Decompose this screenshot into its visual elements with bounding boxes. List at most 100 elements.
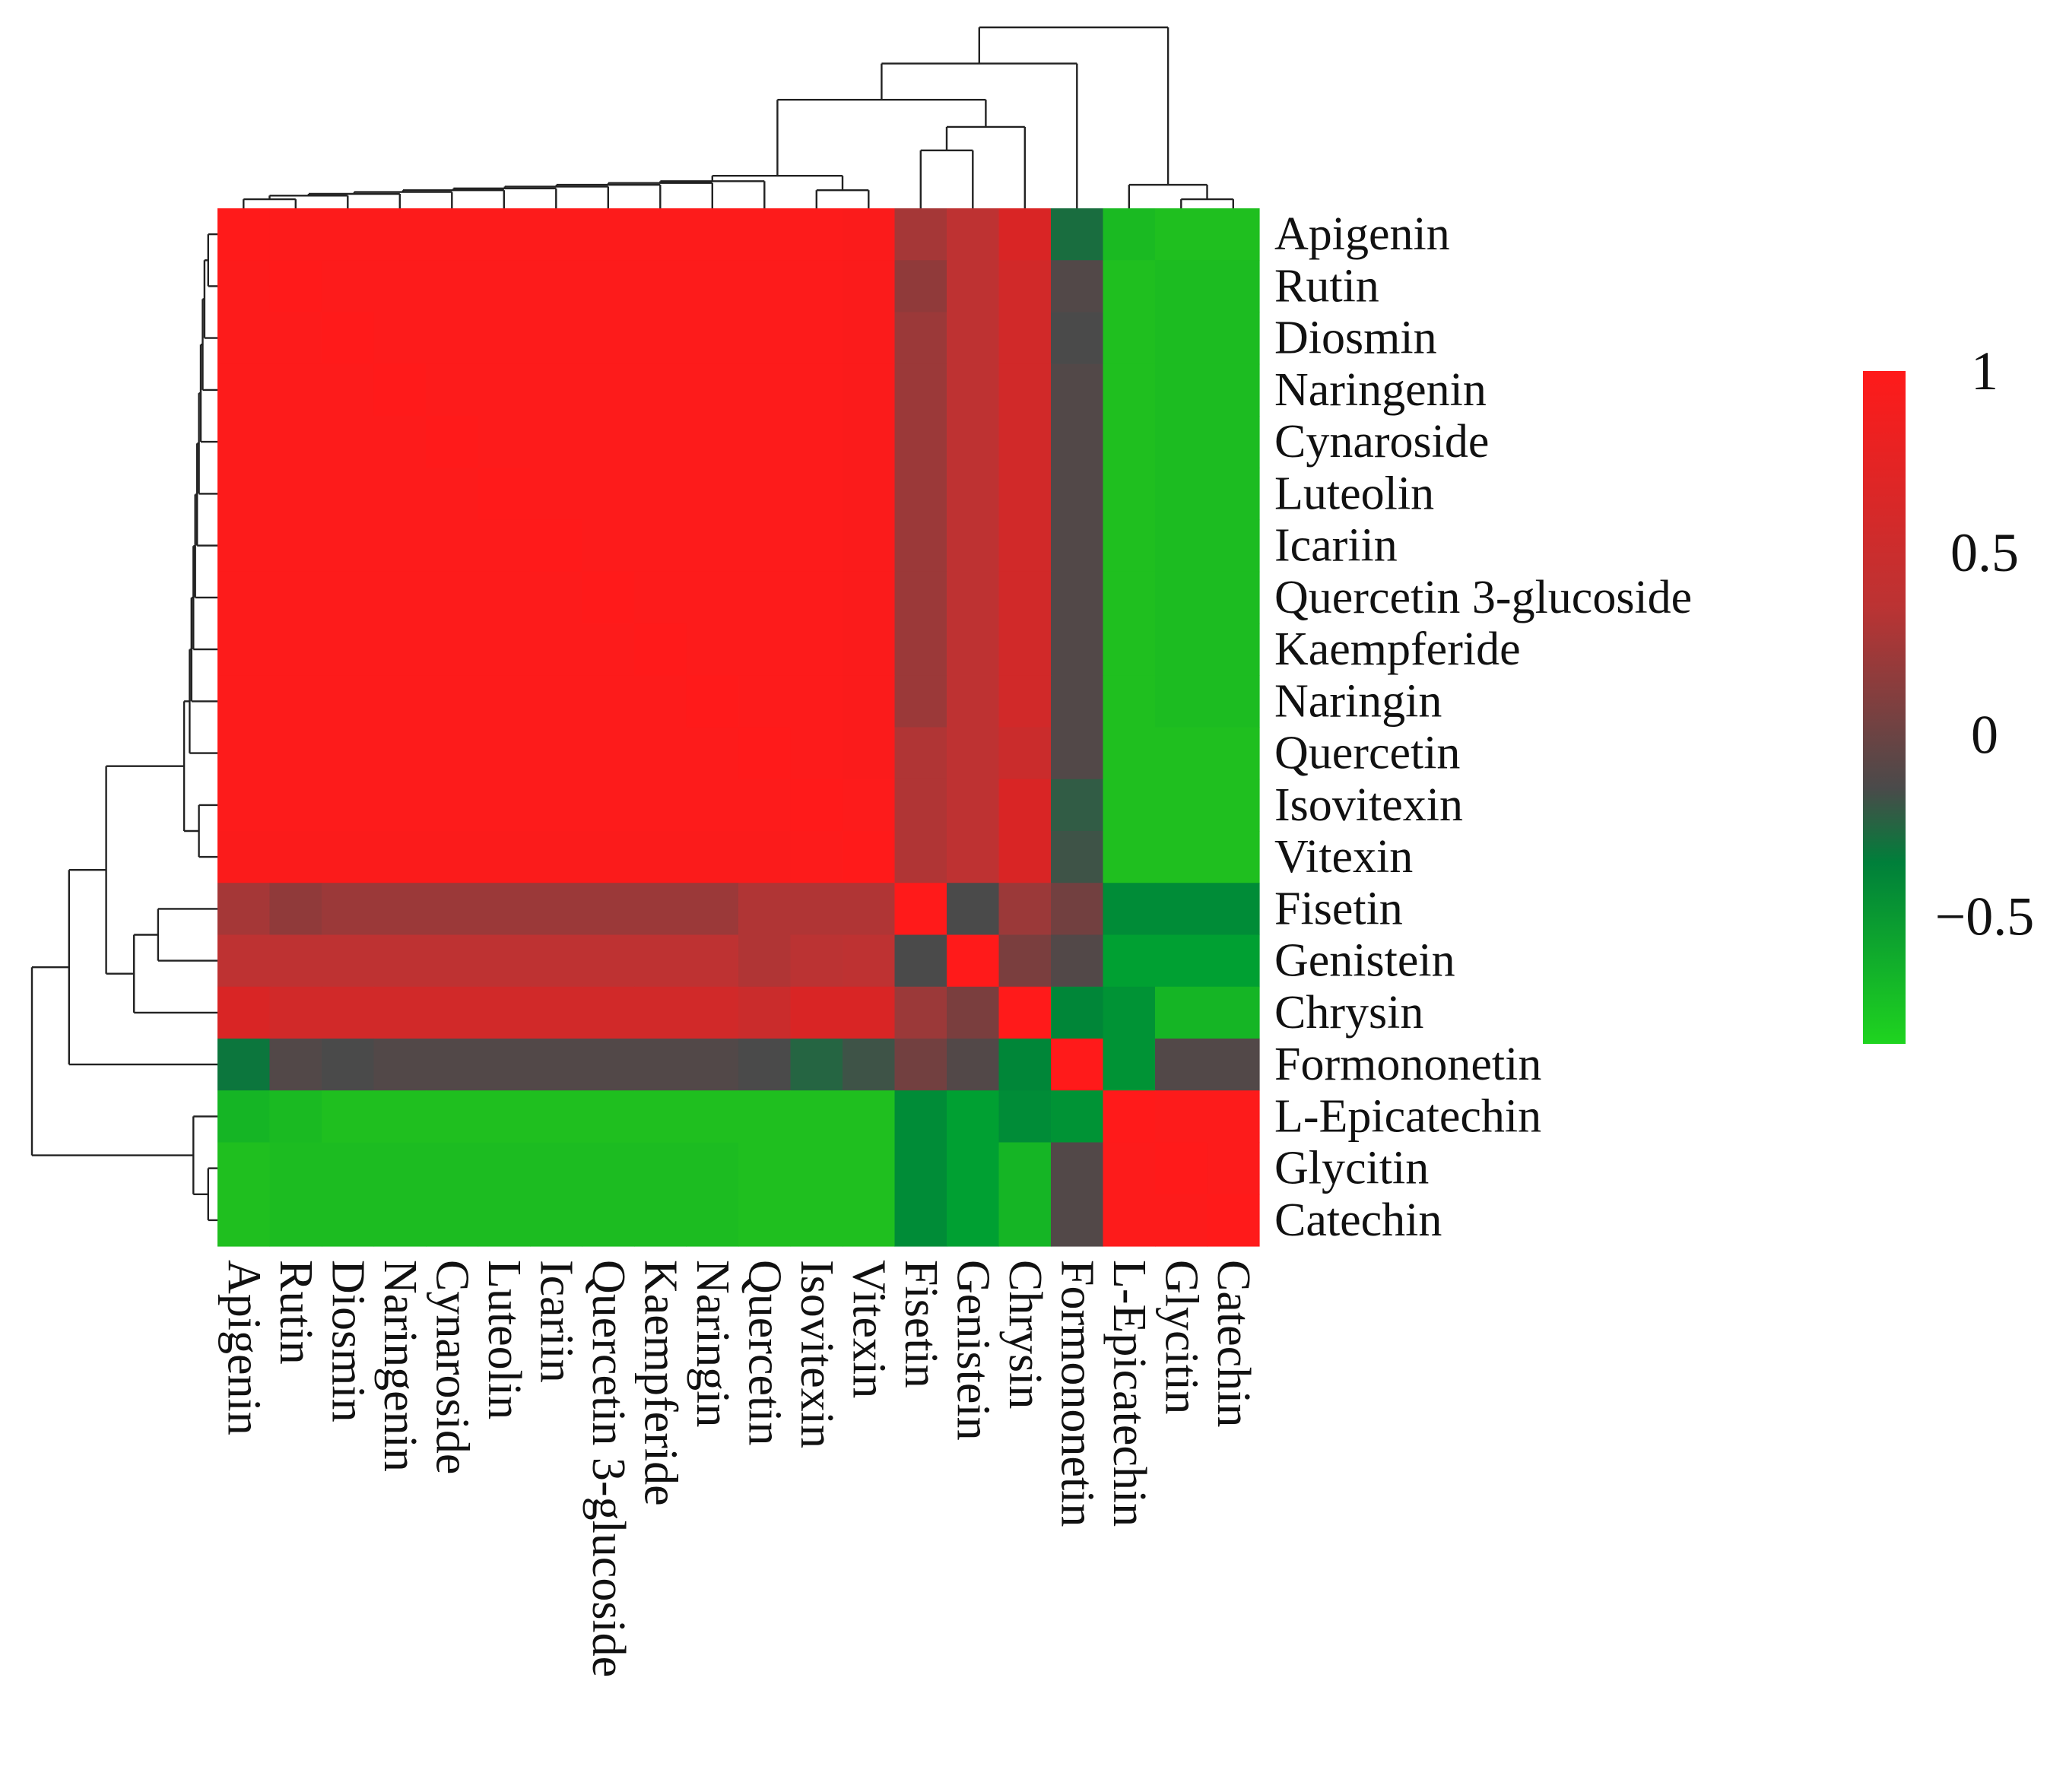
heatmap-cell bbox=[530, 831, 583, 883]
heatmap-cell bbox=[686, 934, 739, 988]
heatmap-cell bbox=[686, 208, 739, 261]
heatmap-cell bbox=[269, 1090, 322, 1143]
heatmap-cell bbox=[582, 675, 635, 728]
heatmap-cell bbox=[1155, 934, 1208, 988]
column-labels: Apigenin Rutin Diosmin Naringenin Cynaroside… bbox=[217, 1260, 1259, 1677]
heatmap-cell bbox=[998, 986, 1052, 1039]
colorbar-tick-label: 1 bbox=[1971, 341, 1998, 401]
heatmap-cell bbox=[478, 675, 531, 728]
heatmap-cell bbox=[269, 883, 322, 936]
heatmap-cell bbox=[947, 208, 1000, 261]
heatmap-cell bbox=[530, 675, 583, 728]
heatmap-cell bbox=[530, 934, 583, 988]
heatmap-cell bbox=[269, 260, 322, 313]
heatmap-cell bbox=[1051, 831, 1104, 883]
heatmap-cell bbox=[894, 1142, 947, 1195]
column-label: Kaempferide bbox=[634, 1260, 686, 1506]
row-label: Quercetin bbox=[1274, 728, 1460, 779]
heatmap-cell bbox=[530, 363, 583, 417]
heatmap-cell bbox=[686, 363, 739, 417]
heatmap-cell bbox=[1155, 1090, 1208, 1143]
column-label: L-Epicatechin bbox=[1103, 1260, 1155, 1527]
heatmap-cell bbox=[686, 986, 739, 1039]
heatmap-cell bbox=[530, 1090, 583, 1143]
heatmap-cell bbox=[738, 934, 792, 988]
heatmap-cell bbox=[998, 312, 1052, 365]
heatmap-cell bbox=[322, 571, 375, 624]
column-label: Catechin bbox=[1208, 1260, 1259, 1427]
heatmap-cell bbox=[373, 363, 427, 417]
heatmap-cell bbox=[426, 623, 479, 676]
heatmap-cell bbox=[634, 1142, 687, 1195]
heatmap-cell bbox=[1155, 779, 1208, 832]
heatmap-cell bbox=[1103, 312, 1156, 365]
heatmap-cell bbox=[478, 260, 531, 313]
heatmap-cell bbox=[373, 208, 427, 261]
heatmap-cell bbox=[1155, 831, 1208, 883]
heatmap-cell bbox=[790, 1039, 843, 1091]
heatmap-cell bbox=[1103, 468, 1156, 521]
row-label: Naringenin bbox=[1274, 364, 1487, 416]
heatmap-cell bbox=[686, 675, 739, 728]
heatmap-cell bbox=[1051, 571, 1104, 624]
heatmap-cell bbox=[843, 934, 896, 988]
row-dendrogram bbox=[30, 233, 217, 1222]
colorbar-tick-label: −0.5 bbox=[1935, 886, 2035, 947]
heatmap-cell bbox=[322, 363, 375, 417]
heatmap-cell bbox=[790, 623, 843, 676]
heatmap-cell bbox=[373, 571, 427, 624]
heatmap-cell bbox=[582, 208, 635, 261]
heatmap-cell bbox=[1051, 1142, 1104, 1195]
heatmap-cell bbox=[478, 1142, 531, 1195]
heatmap-cell bbox=[426, 986, 479, 1039]
heatmap-cell bbox=[843, 571, 896, 624]
column-label: Formononetin bbox=[1051, 1260, 1103, 1527]
heatmap-cell bbox=[530, 571, 583, 624]
heatmap-cell bbox=[373, 1039, 427, 1091]
heatmap-cell bbox=[1051, 1194, 1104, 1247]
heatmap-cell bbox=[686, 831, 739, 883]
heatmap-cell bbox=[998, 208, 1052, 261]
heatmap-cell bbox=[1207, 675, 1260, 728]
heatmap-cell bbox=[1051, 363, 1104, 417]
heatmap-cell bbox=[322, 934, 375, 988]
heatmap-cell bbox=[426, 416, 479, 468]
heatmap-cell bbox=[217, 934, 271, 988]
heatmap-cell bbox=[1103, 831, 1156, 883]
heatmap-cells bbox=[217, 208, 1260, 1247]
heatmap-cell bbox=[947, 934, 1000, 988]
colorbar-legend: 1 0.5 0 −0.5 bbox=[1863, 341, 2034, 1044]
heatmap-cell bbox=[530, 208, 583, 261]
heatmap-cell bbox=[790, 468, 843, 521]
heatmap-cell bbox=[530, 727, 583, 780]
heatmap-cell bbox=[790, 727, 843, 780]
heatmap-cell bbox=[947, 1090, 1000, 1143]
heatmap-cell bbox=[843, 1194, 896, 1247]
heatmap-cell bbox=[843, 1142, 896, 1195]
heatmap-cell bbox=[998, 675, 1052, 728]
heatmap-cell bbox=[686, 416, 739, 468]
heatmap-cell bbox=[373, 312, 427, 365]
heatmap-cell bbox=[322, 416, 375, 468]
heatmap-cell bbox=[269, 1039, 322, 1091]
heatmap-cell bbox=[998, 727, 1052, 780]
heatmap-cell bbox=[738, 571, 792, 624]
heatmap-cell bbox=[738, 675, 792, 728]
heatmap-cell bbox=[322, 986, 375, 1039]
heatmap-cell bbox=[738, 519, 792, 572]
heatmap-cell bbox=[1103, 623, 1156, 676]
heatmap-cell bbox=[894, 363, 947, 417]
heatmap-cell bbox=[217, 986, 271, 1039]
heatmap-cell bbox=[1051, 675, 1104, 728]
heatmap-cell bbox=[1207, 363, 1260, 417]
heatmap-cell bbox=[1103, 260, 1156, 313]
heatmap-cell bbox=[322, 623, 375, 676]
heatmap-cell bbox=[894, 831, 947, 883]
column-label: Apigenin bbox=[217, 1260, 269, 1435]
heatmap-cell bbox=[947, 623, 1000, 676]
row-label: Vitexin bbox=[1274, 831, 1413, 883]
heatmap-cell bbox=[1051, 623, 1104, 676]
heatmap-cell bbox=[217, 312, 271, 365]
heatmap-cell bbox=[843, 468, 896, 521]
heatmap-cell bbox=[634, 727, 687, 780]
